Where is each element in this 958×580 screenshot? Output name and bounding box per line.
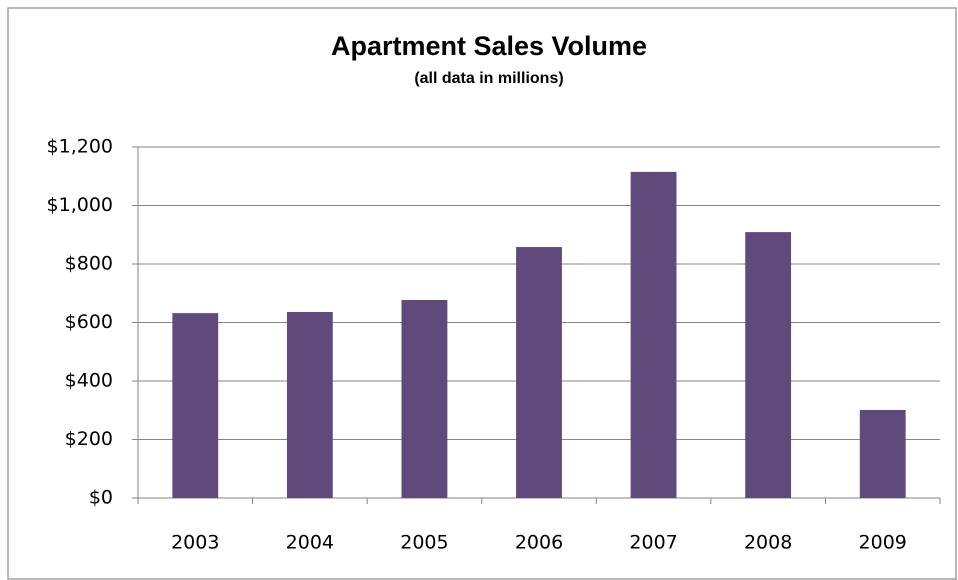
y-tick-label: $0	[89, 487, 113, 509]
y-tick-label: $400	[65, 370, 113, 392]
y-tick-label: $200	[65, 428, 113, 450]
bar	[745, 232, 792, 498]
bar	[516, 247, 562, 498]
bar	[286, 311, 333, 498]
bar	[859, 409, 906, 498]
chart-border	[7, 7, 957, 580]
chart-subtitle: (all data in millions)	[414, 70, 563, 87]
y-tick-label: $1,200	[47, 136, 113, 158]
x-tick-label: 2005	[400, 532, 448, 554]
x-tick-label: 2003	[171, 532, 219, 554]
x-tick-label: 2008	[744, 532, 792, 554]
x-tick-label: 2009	[859, 532, 907, 554]
bar	[172, 313, 219, 498]
y-tick-label: $1,000	[47, 194, 113, 216]
x-tick-label: 2007	[629, 532, 677, 554]
y-tick-label: $600	[65, 311, 113, 333]
bar	[630, 171, 677, 499]
x-tick-label: 2004	[286, 532, 334, 554]
x-tick-label: 2006	[515, 532, 563, 554]
y-tick-label: $800	[65, 253, 113, 275]
bar	[401, 299, 448, 498]
chart-title: Apartment Sales Volume	[331, 31, 647, 61]
